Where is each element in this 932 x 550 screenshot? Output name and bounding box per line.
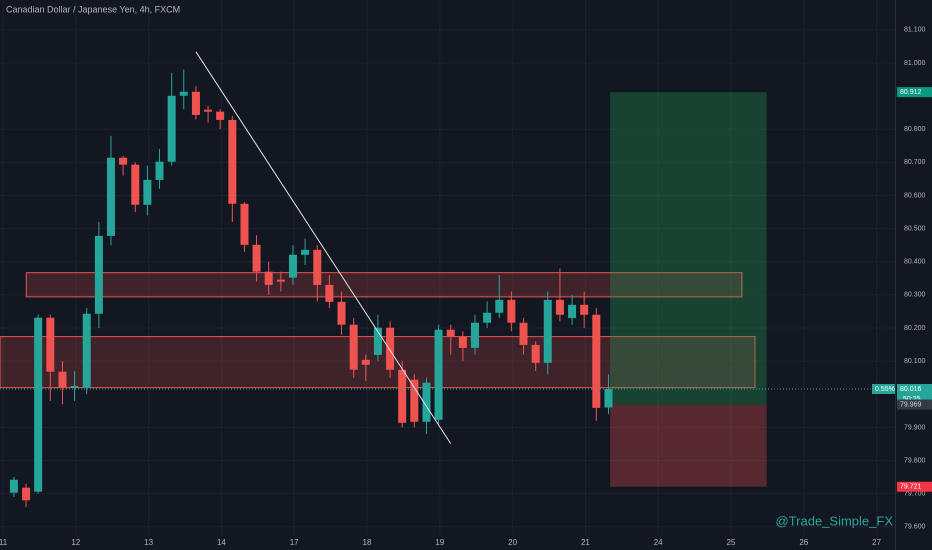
candle-body [179,91,188,96]
y-tick-label: 80.500 [904,225,926,232]
x-tick-label: 18 [363,538,372,547]
candle-body [204,109,213,112]
candle-body [446,329,455,337]
y-tick-label: 80.200 [904,325,926,332]
x-tick-label: 21 [581,538,590,547]
candle-body [94,235,103,314]
y-tick-label: 80.400 [904,259,926,266]
countdown: 50:25 [903,396,921,403]
candle-body [604,388,613,408]
x-tick-label: 12 [71,538,80,547]
candle-body [264,271,273,285]
chart-title: Canadian Dollar / Japanese Yen, 4h, FXCM [6,4,180,14]
candle-body [519,322,528,345]
candle-body [580,304,589,315]
candle-body [191,91,200,115]
x-tick-label: 13 [144,538,153,547]
candle-body [106,157,115,236]
candle-body [531,344,540,363]
y-tick-label: 79.700 [904,491,926,498]
entry-label: 79.969 [900,401,922,408]
candle-body [155,161,164,180]
candle-body [422,382,431,422]
candle-body [386,327,395,370]
x-tick-label: 26 [799,538,808,547]
candle-body [119,157,128,165]
stop-label-box [897,481,932,492]
x-tick-label: 20 [508,538,517,547]
y-tick-label: 81.000 [904,60,926,67]
last-price-label: 80.016 [900,386,922,393]
candle-body [252,244,261,272]
x-tick-label: 17 [290,538,299,547]
countdown-box [897,393,932,404]
candle-body [458,336,467,348]
y-tick-label: 81.100 [904,27,926,34]
zone [25,272,743,298]
last-price-label-box [897,383,932,394]
candle-body [349,324,358,370]
candle-body [398,369,407,423]
target-zone [610,92,767,405]
y-tick-label: 79.600 [904,524,926,531]
candle-body [143,179,152,205]
candle-body [82,313,91,388]
candle-body [483,312,492,323]
x-tick-label: 14 [217,538,226,547]
candle-body [228,119,237,204]
stop-zone [610,404,767,487]
candle-body [495,299,504,313]
x-tick-label: 24 [654,538,663,547]
candle-body [555,299,564,315]
candle-body [410,379,419,422]
y-tick-label: 80.700 [904,159,926,166]
candle-body [70,385,79,388]
candle-body [9,479,18,493]
y-tick-label: 80.800 [904,126,926,133]
candle-body [568,304,577,319]
candle-body [240,203,249,245]
candle-body [131,164,140,205]
candle-body [592,314,601,408]
candle-body [22,487,31,501]
candle-body [507,299,516,323]
candle-body [216,111,225,120]
y-tick-label: 80.300 [904,292,926,299]
candle-body [288,254,297,278]
change-box [872,383,895,394]
candle-body [313,249,322,285]
candle-body [167,95,176,162]
stop-label: 79.721 [900,484,922,491]
candle-body [58,371,67,388]
x-tick-label: 27 [872,538,881,547]
x-tick-label: 11 [0,538,8,547]
trendline [195,51,452,444]
entry-label-box [897,399,932,410]
y-tick-label: 79.800 [904,457,926,464]
change-label: 0.55% [875,386,895,393]
y-tick-label: 80.100 [904,358,926,365]
y-tick-label: 80.600 [904,192,926,199]
candle-body [276,279,285,282]
candle-body [46,317,55,372]
candle-body [373,327,382,355]
candle-body [470,322,479,348]
x-tick-label: 19 [435,538,444,547]
candle-body [301,249,310,255]
candle-body [34,317,43,492]
target-label: 80.912 [900,89,922,96]
candle-body [361,359,370,365]
y-tick-label: 79.900 [904,424,926,431]
x-tick-label: 25 [727,538,736,547]
candle-body [325,284,334,302]
watermark: @Trade_Simple_FX [776,513,894,528]
candle-body [543,299,552,363]
candle-body [434,329,443,420]
target-label-box [897,87,932,98]
candle-body [337,301,346,325]
